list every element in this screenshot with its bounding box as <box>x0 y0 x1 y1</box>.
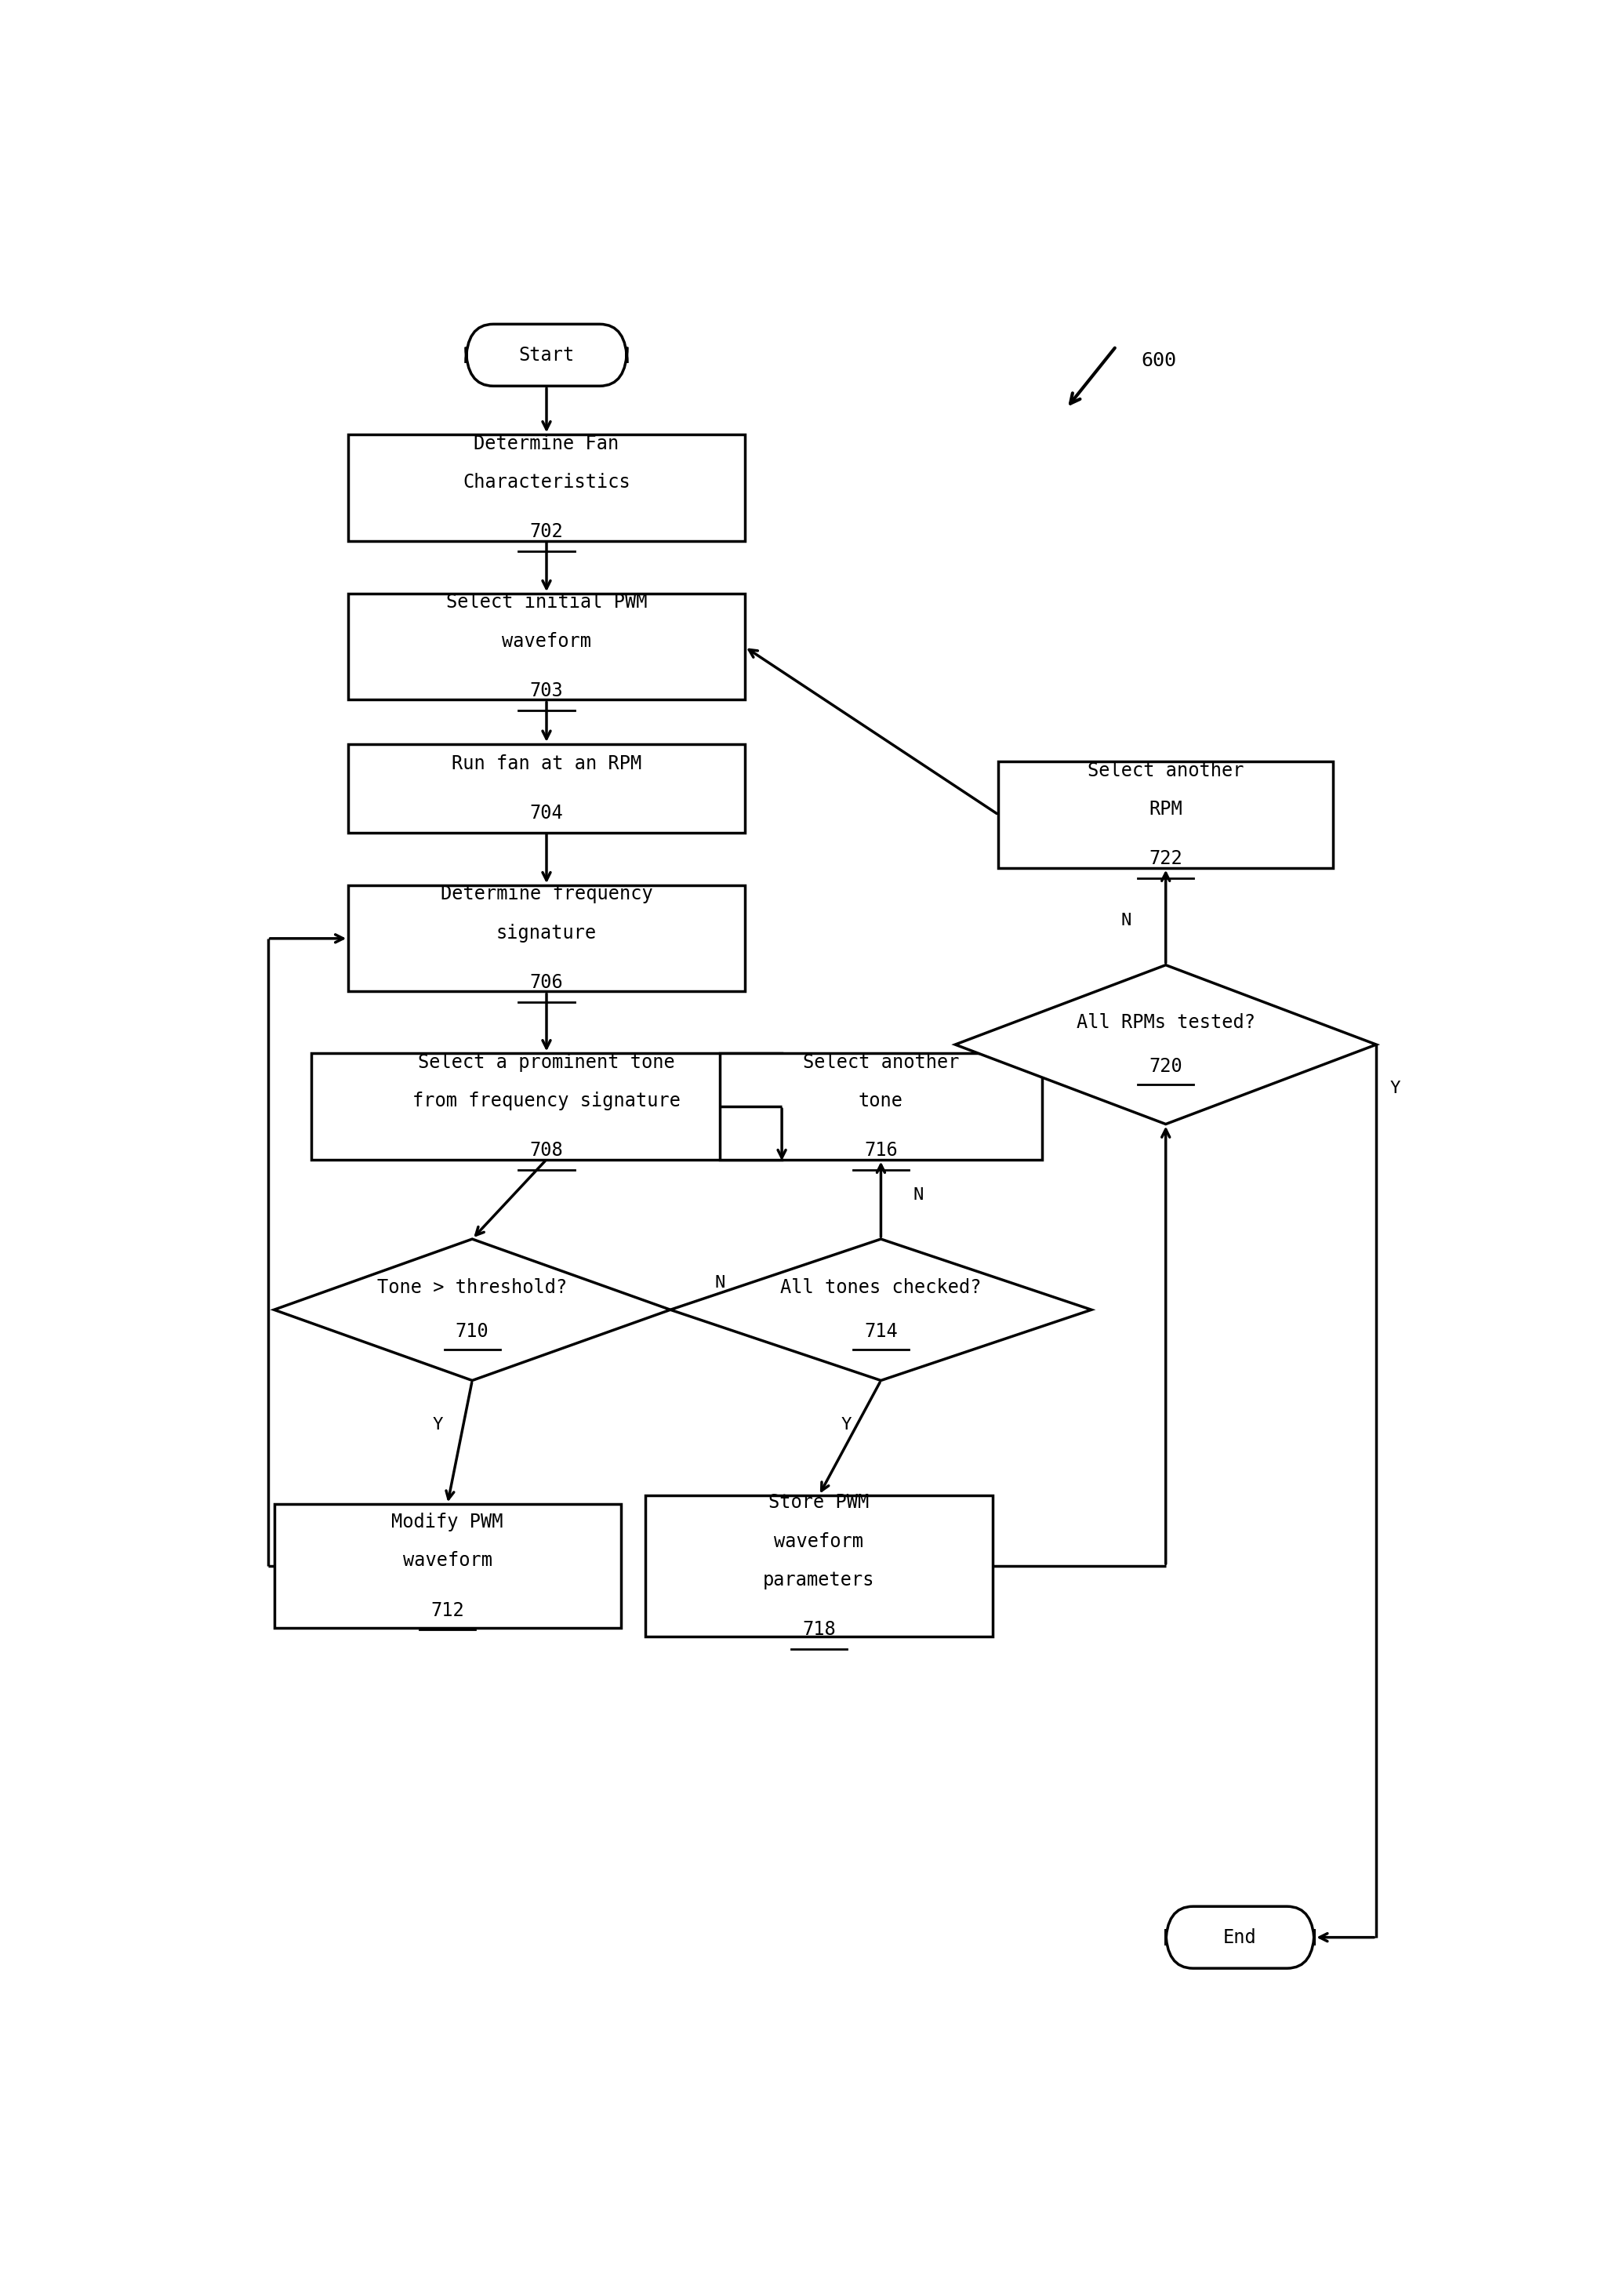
Text: from frequency signature: from frequency signature <box>412 1091 681 1111</box>
Text: 710: 710 <box>455 1322 489 1341</box>
Text: waveform: waveform <box>403 1552 492 1570</box>
Text: All RPMs tested?: All RPMs tested? <box>1077 1013 1254 1031</box>
Bar <box>646 1495 992 1637</box>
Text: 720: 720 <box>1149 1056 1183 1077</box>
FancyBboxPatch shape <box>467 324 626 386</box>
Text: waveform: waveform <box>502 631 591 650</box>
Bar <box>348 595 745 700</box>
Text: Characteristics: Characteristics <box>463 473 630 491</box>
Text: 718: 718 <box>802 1621 836 1639</box>
Polygon shape <box>275 1240 671 1380</box>
Text: Select a prominent tone: Select a prominent tone <box>419 1054 674 1072</box>
Bar <box>348 744 745 833</box>
Text: 716: 716 <box>865 1141 898 1159</box>
Bar <box>275 1504 620 1628</box>
Text: N: N <box>912 1187 924 1203</box>
Text: Y: Y <box>433 1417 443 1433</box>
Bar <box>719 1054 1042 1159</box>
Text: parameters: parameters <box>764 1570 874 1589</box>
Text: Store PWM: Store PWM <box>769 1492 869 1511</box>
FancyBboxPatch shape <box>1165 1906 1314 1968</box>
Polygon shape <box>671 1240 1091 1380</box>
Text: signature: signature <box>497 923 596 944</box>
Text: 722: 722 <box>1149 850 1183 868</box>
Text: 703: 703 <box>531 682 562 700</box>
Text: RPM: RPM <box>1149 799 1183 820</box>
Bar <box>348 886 745 992</box>
Text: 714: 714 <box>865 1322 898 1341</box>
Text: Determine frequency: Determine frequency <box>441 884 652 905</box>
Text: Determine Fan: Determine Fan <box>475 434 618 452</box>
Text: N: N <box>1120 914 1131 928</box>
Text: waveform: waveform <box>775 1531 863 1550</box>
Text: Y: Y <box>1390 1081 1400 1097</box>
Text: Select another: Select another <box>802 1054 959 1072</box>
Text: 708: 708 <box>531 1141 562 1159</box>
Text: 706: 706 <box>531 974 562 992</box>
Text: Modify PWM: Modify PWM <box>392 1513 503 1531</box>
Text: All tones checked?: All tones checked? <box>780 1279 981 1297</box>
Text: End: End <box>1224 1929 1256 1947</box>
Text: Start: Start <box>519 347 574 365</box>
Polygon shape <box>956 964 1376 1125</box>
Text: Select another: Select another <box>1088 762 1243 781</box>
Text: 600: 600 <box>1141 351 1176 370</box>
Bar <box>312 1054 781 1159</box>
Text: Y: Y <box>841 1417 852 1433</box>
Text: tone: tone <box>858 1091 903 1111</box>
Bar <box>348 434 745 540</box>
Bar <box>999 762 1333 868</box>
Text: N: N <box>714 1274 725 1290</box>
Text: Tone > threshold?: Tone > threshold? <box>377 1279 567 1297</box>
Text: 702: 702 <box>531 523 562 542</box>
Text: Select initial PWM: Select initial PWM <box>446 592 647 613</box>
Text: 712: 712 <box>431 1600 463 1619</box>
Text: 704: 704 <box>531 804 562 822</box>
Text: Run fan at an RPM: Run fan at an RPM <box>452 753 641 774</box>
